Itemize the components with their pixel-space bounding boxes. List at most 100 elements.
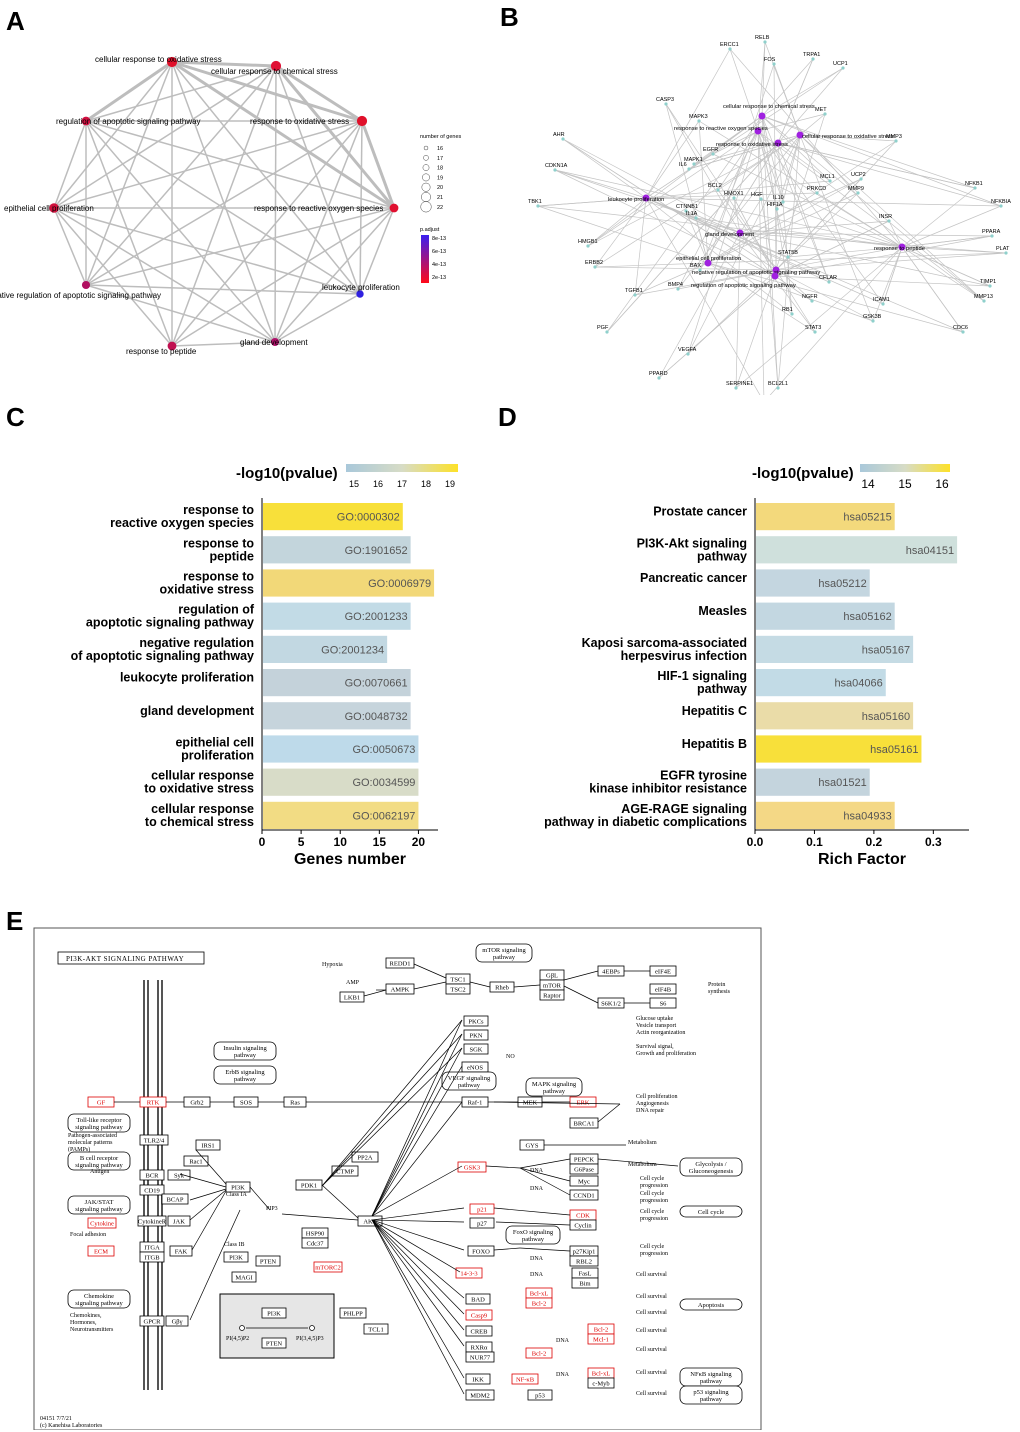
go-term-node bbox=[166, 56, 178, 68]
pathway-link-box bbox=[679, 1157, 743, 1177]
size-legend-label: 17 bbox=[437, 156, 443, 162]
category-label: reactive oxygen species bbox=[110, 516, 254, 530]
cnet-edge bbox=[707, 262, 964, 333]
cnet-edge bbox=[739, 232, 1007, 254]
pathway-gene-label: IRS1 bbox=[201, 1143, 214, 1150]
legend-tick: 18 bbox=[421, 479, 431, 489]
gene-node bbox=[711, 152, 715, 156]
cnet-edge bbox=[739, 198, 762, 234]
category-label: cellular response bbox=[151, 802, 254, 816]
gene-node bbox=[728, 47, 732, 51]
category-label: pathway bbox=[697, 549, 747, 563]
cnet-edge bbox=[594, 134, 801, 268]
pathway-gene-label: NUR77 bbox=[470, 1355, 491, 1362]
pathway-link-label: JAK/STAT bbox=[85, 1199, 114, 1206]
color-legend-tick: 8e-13 bbox=[432, 236, 446, 242]
pathway-edge bbox=[371, 1219, 465, 1331]
category-label: Pancreatic cancer bbox=[640, 571, 747, 585]
pathway-link-label: pathway bbox=[700, 1396, 723, 1403]
pathway-gene-box bbox=[87, 1217, 117, 1229]
network-edge bbox=[85, 61, 173, 286]
x-tick-label: 0.0 bbox=[747, 835, 764, 849]
bar bbox=[263, 503, 403, 531]
pathway-gene-label: Cytokine bbox=[90, 1221, 114, 1228]
color-legend-title: p.adjust bbox=[420, 227, 440, 233]
gene-label: UCP2 bbox=[851, 172, 866, 178]
x-tick-label: 5 bbox=[298, 835, 305, 849]
bar-id-label: GO:0062197 bbox=[352, 810, 415, 822]
cnet-edge bbox=[717, 189, 777, 271]
network-edge bbox=[359, 207, 395, 295]
gene-node bbox=[716, 188, 720, 192]
pathway-outcome-note: DNA bbox=[530, 1186, 544, 1192]
gene-label: PLAT bbox=[996, 246, 1010, 252]
pathway-link-label: signaling pathway bbox=[75, 1124, 123, 1131]
network-edge bbox=[274, 65, 277, 343]
pathway-outcome-note: Glucose uptake bbox=[636, 1016, 673, 1022]
size-legend-marker bbox=[423, 155, 429, 161]
cnet-edge bbox=[677, 269, 777, 290]
gene-node bbox=[536, 204, 540, 208]
pathway-gene-label: 14-3-3 bbox=[460, 1271, 477, 1278]
cnet-edge bbox=[707, 192, 859, 264]
panel-d-kegg-barchart: -log10(pvalue) 14 15 16 hsa05215 Prostate can… bbox=[544, 464, 969, 868]
x-tick-label: 0.1 bbox=[806, 835, 823, 849]
cnet-edge bbox=[760, 198, 903, 248]
pathway-edge bbox=[597, 1103, 621, 1123]
pathway-outcome-note: Hormones, bbox=[70, 1320, 97, 1326]
network-edge bbox=[171, 341, 276, 347]
color-legend-tick: 2e-13 bbox=[432, 275, 446, 281]
pathway-outcome-note: Cell cycle bbox=[640, 1209, 664, 1215]
gene-label: MAPK1 bbox=[684, 157, 703, 163]
gene-label: UCP1 bbox=[833, 61, 848, 67]
cnet-edge bbox=[685, 210, 709, 264]
gene-node bbox=[823, 112, 827, 116]
cnet-edge bbox=[761, 58, 814, 117]
pathway-link-label: pathway bbox=[700, 1378, 723, 1385]
category-label: oxidative stress bbox=[160, 583, 255, 597]
pathway-link-box bbox=[679, 1298, 743, 1311]
pathway-link-box bbox=[679, 1205, 743, 1218]
gene-label: FOS bbox=[764, 57, 776, 63]
pathway-gene-box bbox=[137, 1215, 167, 1227]
pathway-gene-box bbox=[331, 1165, 359, 1177]
gene-label: STAT3 bbox=[805, 325, 821, 331]
size-legend-title: number of genes bbox=[420, 134, 462, 140]
pathway-gene-box bbox=[161, 1193, 189, 1205]
cnet-edge bbox=[739, 232, 993, 237]
pathway-gene-label: CDK bbox=[576, 1213, 590, 1220]
bar-id-label: hsa05212 bbox=[818, 578, 866, 590]
category-label: response to bbox=[183, 536, 254, 550]
pathway-gene-label: G6Pase bbox=[574, 1167, 594, 1174]
bar-id-label: GO:2001234 bbox=[321, 644, 384, 656]
pathway-gene-box bbox=[525, 1297, 553, 1309]
cnet-edge bbox=[773, 63, 801, 136]
size-legend-marker bbox=[423, 145, 429, 151]
legend-tick: 16 bbox=[373, 479, 383, 489]
panel-a-network: cellular response to oxidative stress cel… bbox=[0, 55, 462, 356]
network-edge bbox=[53, 120, 87, 209]
pathway-gene-box bbox=[465, 1351, 495, 1363]
pathway-gene-label: eIF4E bbox=[655, 969, 671, 976]
cnet-edge bbox=[587, 197, 647, 247]
pathway-link-label: Apoptosis bbox=[698, 1302, 725, 1309]
pathway-gene-label: ERK bbox=[577, 1100, 590, 1107]
pathway-gene-box bbox=[261, 1307, 287, 1319]
gene-label: CDC6 bbox=[953, 325, 968, 331]
gene-node bbox=[697, 119, 701, 123]
cnet-edge bbox=[757, 130, 985, 302]
gene-node bbox=[775, 207, 779, 211]
pathway-edge bbox=[413, 963, 447, 979]
gene-node bbox=[999, 204, 1003, 208]
gene-label: HMOX1 bbox=[724, 191, 744, 197]
x-tick-label: 0 bbox=[259, 835, 266, 849]
bar-id-label: GO:0034599 bbox=[352, 777, 415, 789]
bar bbox=[756, 801, 895, 829]
bar-id-label: GO:0000302 bbox=[337, 512, 400, 524]
pathway-gene-label: LKB1 bbox=[344, 995, 360, 1002]
pathway-edge bbox=[485, 1165, 521, 1169]
pathway-gene-box bbox=[539, 989, 565, 1001]
pathway-gene-label: RXRα bbox=[471, 1345, 488, 1352]
cnet-edge bbox=[594, 266, 777, 271]
pathway-outcome-note: PIP3 bbox=[266, 1206, 278, 1212]
